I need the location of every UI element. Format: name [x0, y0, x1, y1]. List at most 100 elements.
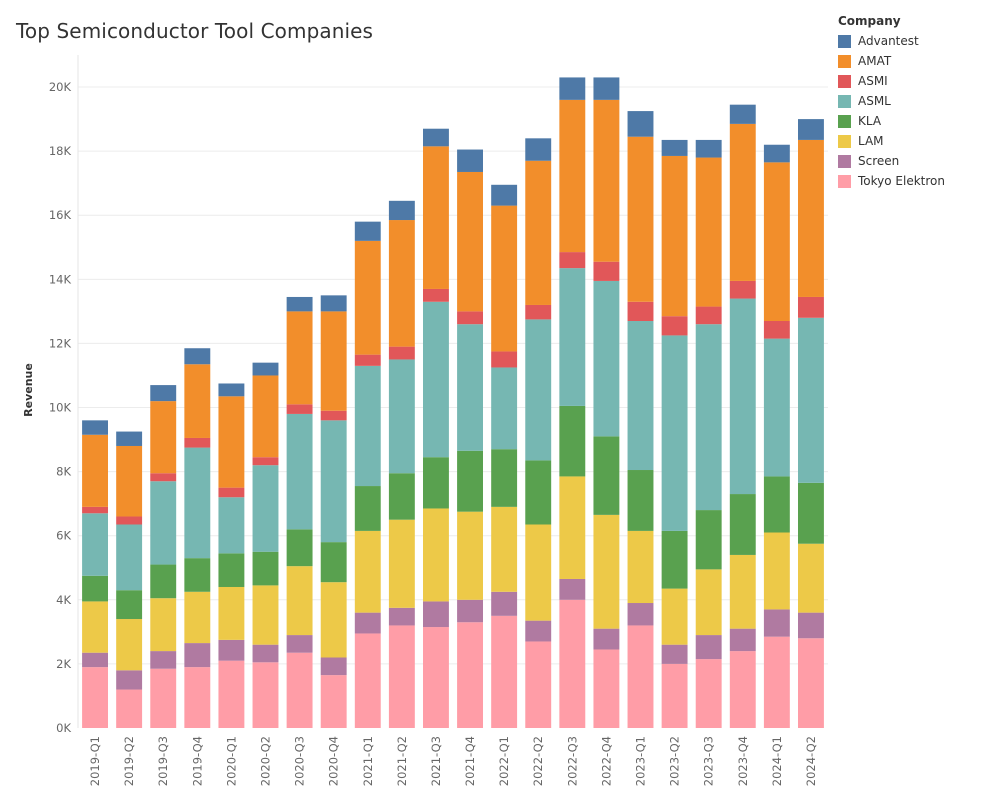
legend-item-kla[interactable]: KLA: [838, 111, 945, 131]
bar-asml-2021-Q2: [388, 359, 415, 474]
bar-advantest-2022-Q1: [491, 184, 518, 206]
bar-tokyo-elektron-2022-Q3: [559, 599, 586, 728]
bar-asml-2020-Q3: [286, 413, 313, 530]
y-tick-label: 4K: [56, 593, 71, 607]
bar-stack-2023-Q4: [729, 104, 756, 728]
x-tick-label: 2019-Q4: [190, 736, 204, 786]
bar-stack-2024-Q2: [798, 119, 824, 728]
bar-lam-2022-Q1: [491, 506, 518, 592]
bar-screen-2021-Q4: [457, 599, 483, 623]
legend-item-advantest[interactable]: Advantest: [838, 31, 945, 51]
bar-asml-2020-Q2: [252, 465, 279, 552]
legend-swatch: [838, 174, 851, 188]
bar-advantest-2021-Q1: [354, 221, 381, 241]
legend-item-screen[interactable]: Screen: [838, 151, 945, 171]
bar-kla-2020-Q3: [286, 529, 313, 567]
bar-asmi-2020-Q1: [218, 487, 245, 498]
legend-title: Company: [838, 14, 901, 28]
x-axis: 2019-Q1 2019-Q2 2019-Q3 2019-Q4 2020-Q1 2020-…: [88, 736, 818, 786]
bar-advantest-2021-Q4: [457, 149, 483, 172]
bar-asml-2020-Q4: [320, 420, 347, 543]
bar-screen-2024-Q1: [763, 609, 790, 637]
bar-amat-2020-Q2: [252, 375, 279, 458]
bar-stack-2021-Q1: [354, 221, 381, 728]
bar-asmi-2021-Q4: [457, 311, 483, 325]
bar-stack-2021-Q2: [388, 200, 415, 728]
bar-stack-2022-Q3: [559, 77, 586, 728]
bar-screen-2019-Q1: [82, 652, 108, 668]
bar-kla-2024-Q1: [763, 476, 790, 533]
legend-swatch: [838, 154, 851, 168]
bar-asmi-2022-Q3: [559, 252, 586, 269]
bar-stack-2022-Q4: [593, 77, 620, 728]
bar-amat-2023-Q3: [695, 157, 722, 307]
y-tick-label: 10K: [49, 401, 72, 415]
bar-screen-2022-Q1: [491, 591, 518, 616]
legend-swatch: [838, 34, 851, 48]
bar-tokyo-elektron-2022-Q4: [593, 649, 620, 728]
bar-lam-2019-Q1: [82, 601, 108, 653]
bar-asml-2024-Q1: [763, 338, 790, 477]
bar-screen-2023-Q4: [729, 628, 756, 652]
bar-lam-2022-Q3: [559, 476, 586, 579]
y-tick-label: 2K: [56, 657, 71, 671]
legend-swatch: [838, 74, 851, 88]
bar-screen-2020-Q4: [320, 657, 347, 676]
bar-screen-2024-Q2: [798, 612, 824, 639]
bar-amat-2020-Q1: [218, 396, 245, 488]
bar-screen-2021-Q3: [423, 601, 449, 628]
x-tick-label: 2020-Q4: [327, 736, 341, 786]
bar-asmi-2020-Q4: [320, 410, 347, 421]
bar-amat-2022-Q2: [525, 160, 552, 305]
bar-lam-2019-Q2: [116, 619, 143, 671]
bar-kla-2023-Q4: [729, 494, 756, 555]
bar-screen-2019-Q2: [116, 670, 143, 690]
bar-asmi-2019-Q2: [116, 516, 143, 525]
x-tick-label: 2020-Q2: [259, 736, 273, 786]
legend-item-asml[interactable]: ASML: [838, 91, 945, 111]
bar-lam-2022-Q2: [525, 524, 552, 621]
bar-screen-2022-Q2: [525, 620, 552, 642]
bar-advantest-2019-Q1: [82, 420, 108, 435]
legend-swatch: [838, 114, 851, 128]
bar-asmi-2022-Q4: [593, 261, 620, 281]
bar-tokyo-elektron-2020-Q1: [218, 660, 245, 728]
bar-tokyo-elektron-2020-Q2: [252, 662, 279, 728]
x-tick-label: 2023-Q3: [702, 736, 716, 786]
legend-item-tokyo-elektron[interactable]: Tokyo Elektron: [838, 171, 945, 191]
bar-asml-2019-Q1: [82, 513, 108, 576]
legend-swatch: [838, 54, 851, 68]
bar-amat-2021-Q3: [423, 146, 449, 289]
legend-label: Screen: [858, 154, 900, 168]
bar-tokyo-elektron-2021-Q4: [457, 622, 483, 728]
bar-lam-2019-Q4: [184, 591, 211, 644]
bar-tokyo-elektron-2019-Q3: [150, 668, 177, 728]
bar-screen-2023-Q3: [695, 635, 722, 660]
bar-amat-2024-Q2: [798, 139, 824, 297]
x-tick-label: 2020-Q3: [293, 736, 307, 786]
bar-stack-2022-Q2: [525, 138, 552, 728]
bar-tokyo-elektron-2019-Q4: [184, 667, 211, 728]
bar-stack-2020-Q3: [286, 296, 313, 728]
x-tick-label: 2023-Q2: [668, 736, 682, 786]
bar-tokyo-elektron-2023-Q4: [729, 651, 756, 728]
bar-asml-2020-Q1: [218, 497, 245, 554]
bar-tokyo-elektron-2023-Q2: [661, 663, 688, 728]
bar-advantest-2022-Q3: [559, 77, 586, 100]
legend-item-amat[interactable]: AMAT: [838, 51, 945, 71]
bar-amat-2019-Q2: [116, 445, 143, 517]
legend-label: KLA: [858, 114, 882, 128]
bar-advantest-2023-Q4: [729, 104, 756, 124]
bar-kla-2024-Q2: [798, 482, 824, 544]
bar-screen-2019-Q4: [184, 643, 211, 668]
bar-tokyo-elektron-2023-Q3: [695, 659, 722, 728]
bar-advantest-2019-Q4: [184, 348, 211, 365]
bar-asmi-2022-Q2: [525, 304, 552, 320]
bar-asmi-2023-Q3: [695, 306, 722, 325]
bar-amat-2022-Q1: [491, 205, 518, 352]
bar-screen-2023-Q2: [661, 644, 688, 664]
legend-item-lam[interactable]: LAM: [838, 131, 945, 151]
legend-item-asmi[interactable]: ASMI: [838, 71, 945, 91]
bar-amat-2023-Q1: [627, 136, 654, 302]
bar-advantest-2020-Q1: [218, 383, 245, 397]
